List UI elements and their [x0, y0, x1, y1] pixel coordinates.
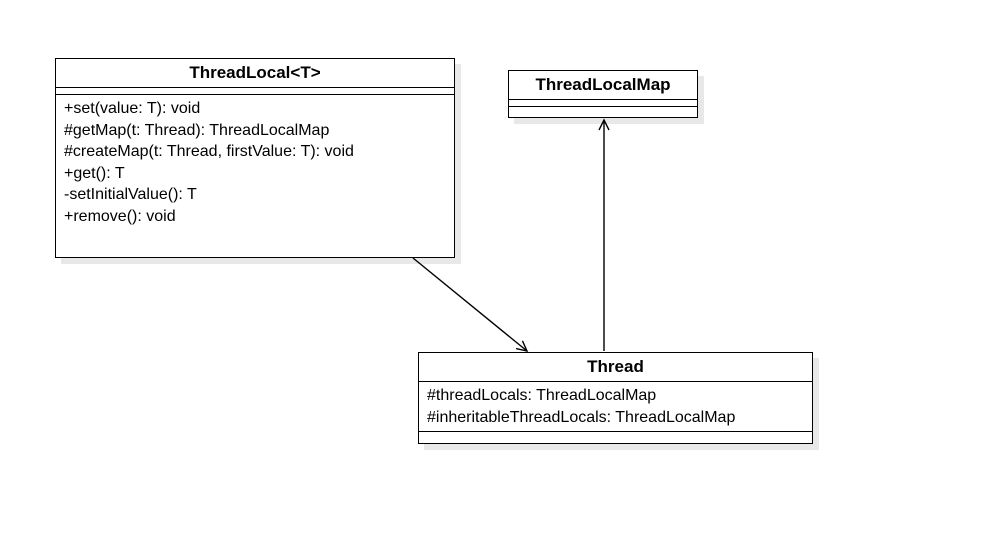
uml-methods-section — [509, 107, 697, 114]
uml-member: -setInitialValue(): T — [64, 184, 446, 206]
uml-member: +set(value: T): void — [64, 98, 446, 120]
uml-class-threadlocal: ThreadLocal<T> +set(value: T): void#getM… — [55, 58, 455, 258]
uml-attributes-section — [56, 88, 454, 95]
uml-attributes-section — [509, 100, 697, 107]
uml-association-edge — [413, 258, 527, 351]
uml-class-name: ThreadLocalMap — [509, 71, 697, 100]
uml-attributes-section: #threadLocals: ThreadLocalMap#inheritabl… — [419, 382, 812, 432]
uml-member: +get(): T — [64, 163, 446, 185]
uml-member: #inheritableThreadLocals: ThreadLocalMap — [427, 407, 804, 429]
uml-class-threadlocalmap: ThreadLocalMap — [508, 70, 698, 118]
uml-class-name: Thread — [419, 353, 812, 382]
uml-class-thread: Thread #threadLocals: ThreadLocalMap#inh… — [418, 352, 813, 444]
uml-member: #createMap(t: Thread, firstValue: T): vo… — [64, 141, 446, 163]
uml-methods-section: +set(value: T): void#getMap(t: Thread): … — [56, 95, 454, 231]
uml-member: #getMap(t: Thread): ThreadLocalMap — [64, 120, 446, 142]
uml-member: #threadLocals: ThreadLocalMap — [427, 385, 804, 407]
uml-class-name: ThreadLocal<T> — [56, 59, 454, 88]
uml-methods-section — [419, 432, 812, 439]
uml-member: +remove(): void — [64, 206, 446, 228]
